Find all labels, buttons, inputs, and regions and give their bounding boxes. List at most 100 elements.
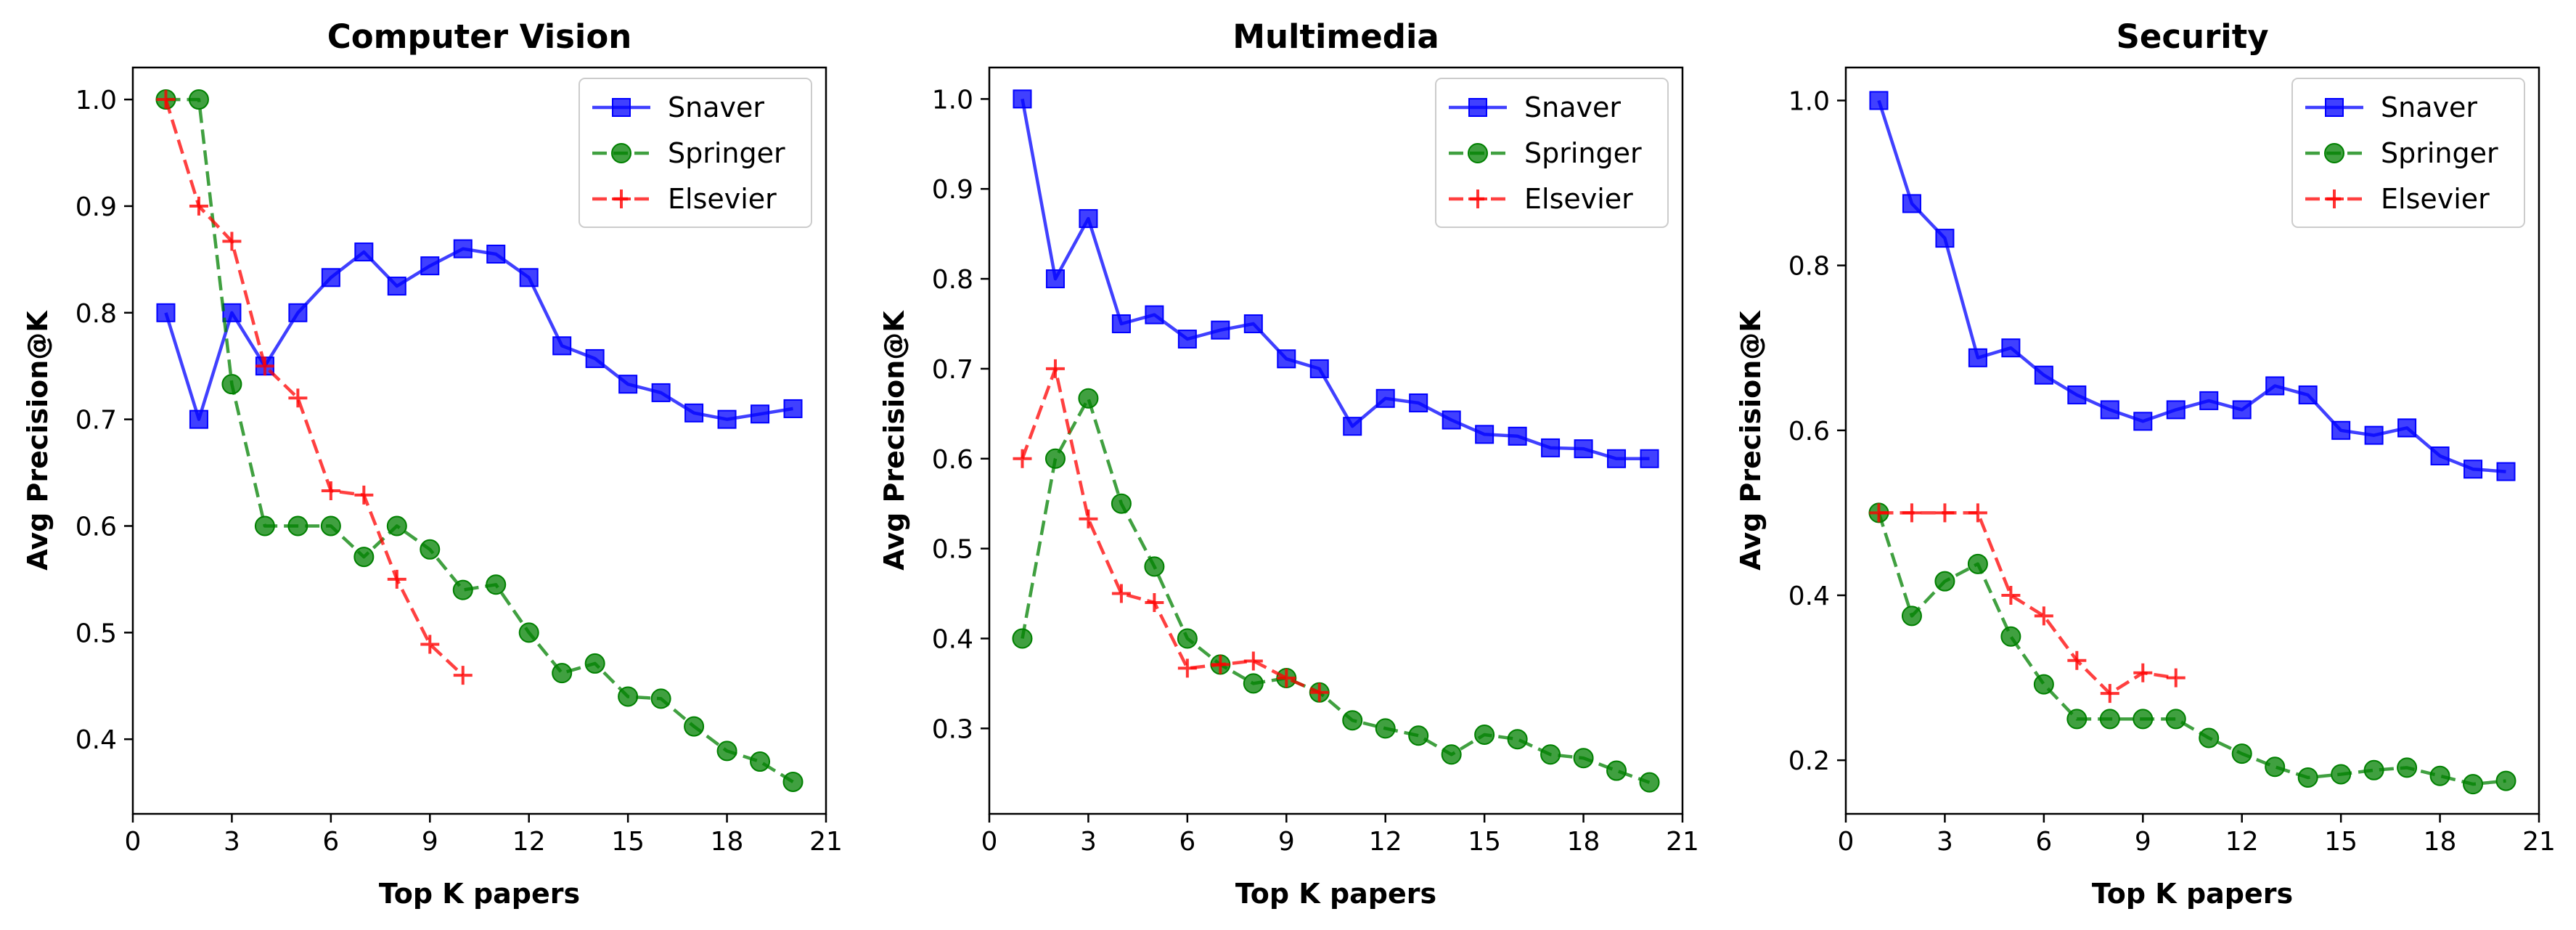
data-point-snaver [1902,194,1921,213]
data-point-springer [2000,626,2021,647]
series-line-elsevier [1878,511,2177,696]
data-point-elsevier [1211,655,1230,674]
chart-title: Multimedia [1232,17,1439,56]
data-point-snaver [321,268,340,287]
data-point-snaver [420,256,440,276]
y-tick-label: 0.5 [75,619,117,648]
data-point-elsevier [288,388,308,408]
y-axis-label: Avg Precision@K [22,310,54,571]
data-point-snaver [751,404,770,424]
data-point-snaver [1508,426,1527,446]
data-point-snaver [2463,460,2483,479]
y-tick-label: 1.0 [75,86,117,115]
legend-marker-elsevier [1468,189,1487,208]
legend-label-snaver: Snaver [668,91,764,123]
y-tick-label: 0.6 [75,512,117,542]
legend-box [578,78,812,228]
data-point-springer [1606,760,1627,781]
data-point-elsevier [453,666,473,685]
data-point-snaver [1869,91,1889,110]
x-tick-label: 21 [2522,827,2556,857]
data-point-elsevier [1243,651,1263,671]
data-point-springer [1639,772,1660,793]
y-tick-label: 0.8 [1788,252,1830,282]
data-point-snaver [2133,412,2153,431]
data-point-springer [2165,709,2186,730]
data-point-snaver [1541,438,1561,457]
legend-label-elsevier: Elsevier [2381,183,2490,215]
y-tick-label: 0.6 [932,445,973,475]
data-point-springer [386,515,407,537]
y-tick-label: 1.0 [1788,86,1830,116]
data-point-snaver [2364,425,2384,445]
x-tick-label: 12 [1369,827,1402,857]
x-tick-label: 6 [2035,827,2052,857]
data-point-snaver [2100,400,2119,420]
y-tick-label: 0.8 [932,265,973,295]
data-point-elsevier [156,90,176,110]
data-point-elsevier [1111,584,1131,603]
data-point-springer [518,622,539,643]
x-tick-label: 12 [2225,827,2259,857]
y-axis-label: Avg Precision@K [878,310,910,571]
data-point-springer [2066,709,2088,730]
data-point-springer [1012,628,1033,649]
legend-marker-springer [2324,143,2344,163]
data-point-springer [1044,448,1066,469]
x-axis-label: Top K papers [1235,878,1436,910]
legend-marker-elsevier [612,189,631,208]
data-point-springer [2033,674,2054,695]
data-point-elsevier [1079,509,1098,529]
data-point-springer [1540,744,1561,765]
data-point-snaver [1211,320,1230,340]
data-point-springer [1342,710,1363,731]
data-point-elsevier [1935,503,1955,523]
x-tick-label: 12 [512,827,546,857]
data-point-elsevier [1145,592,1164,612]
y-tick-label: 0.5 [932,535,973,565]
data-point-elsevier [255,356,274,376]
x-tick-label: 15 [611,827,645,857]
data-point-springer [1573,748,1594,769]
data-point-springer [1507,729,1528,750]
plot-frame [988,66,1684,815]
data-point-elsevier [189,196,208,216]
legend: Snaver Springer Elsevier [1435,78,1669,228]
data-point-snaver [1475,425,1495,444]
data-point-snaver [156,303,176,322]
data-point-springer [188,89,209,110]
x-tick-label: 18 [711,827,744,857]
legend: Snaver Springer Elsevier [2291,78,2525,228]
data-point-springer [1901,605,1922,627]
data-point-elsevier [2034,606,2053,626]
data-point-springer [1078,388,1099,409]
data-point-elsevier [1013,449,1032,468]
legend-label-snaver: Snaver [1524,91,1621,123]
x-tick-label: 0 [125,827,142,857]
data-point-springer [584,653,605,674]
data-point-springer [320,515,341,537]
x-tick-label: 9 [2135,827,2151,857]
y-tick-label: 0.6 [1788,417,1830,446]
y-tick-label: 0.4 [1788,582,1830,611]
data-point-elsevier [1902,503,1921,523]
data-point-snaver [1375,388,1395,408]
legend-marker-snaver [2325,98,2344,117]
x-tick-label: 21 [809,827,843,857]
data-point-snaver [387,277,406,296]
x-tick-label: 6 [1179,827,1195,857]
data-point-snaver [1111,314,1131,333]
data-point-snaver [519,268,539,287]
data-point-springer [2199,727,2220,749]
series-line-springer [1877,512,2506,786]
data-point-snaver [1309,359,1329,378]
data-point-springer [353,547,375,568]
data-point-springer [1375,718,1396,739]
data-point-springer [1177,628,1198,649]
data-point-snaver [1574,439,1593,459]
data-point-snaver [1045,269,1065,289]
data-point-springer [552,663,573,684]
x-tick-label: 21 [1666,827,1699,857]
legend-label-springer: Springer [1524,137,1642,169]
data-point-snaver [2034,365,2053,385]
